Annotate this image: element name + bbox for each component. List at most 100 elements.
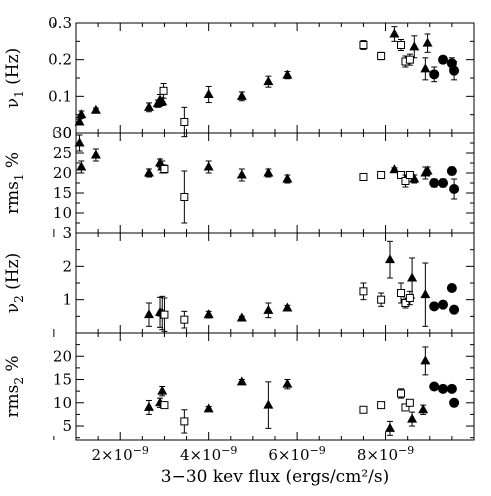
circle-marker: [449, 397, 460, 408]
triangle-marker: [420, 63, 431, 73]
square-marker: [397, 41, 406, 49]
triangle-marker: [422, 165, 433, 175]
triangle-marker: [384, 422, 395, 432]
square-marker: [359, 287, 368, 296]
square-marker: [160, 310, 169, 319]
triangle-marker: [407, 272, 418, 282]
triangle-marker: [143, 309, 154, 319]
circle-marker: [446, 283, 457, 293]
triangle-marker: [389, 28, 400, 38]
circle-marker: [429, 69, 440, 80]
triangle-marker: [263, 304, 274, 314]
y-tick-label: 0.1: [48, 87, 72, 105]
square-marker: [401, 299, 410, 307]
square-marker: [377, 171, 386, 179]
triangle-marker: [90, 104, 101, 114]
circle-marker: [449, 184, 460, 194]
y-tick-label: 20: [53, 164, 72, 182]
square-marker: [160, 401, 169, 410]
y-tick-label: 0: [62, 124, 72, 142]
y-axis-label: rms2 %: [3, 355, 26, 417]
triangle-marker: [263, 76, 274, 86]
circle-marker: [429, 178, 440, 188]
y-tick-label: 3: [62, 224, 72, 242]
square-marker: [405, 171, 414, 179]
square-marker: [397, 289, 406, 297]
circle-marker: [438, 299, 449, 310]
x-tick-label: 8×10−9: [357, 444, 414, 464]
square-marker: [405, 55, 414, 64]
x-tick-label: 2×10−9: [92, 444, 149, 464]
triangle-marker: [236, 312, 247, 322]
y-tick-label: 10: [53, 204, 72, 222]
triangle-marker: [420, 355, 431, 365]
y-tick-label: 2: [62, 257, 72, 275]
square-marker: [180, 193, 189, 201]
triangle-marker: [157, 96, 168, 106]
circle-marker: [438, 383, 449, 394]
triangle-marker: [203, 309, 214, 319]
y-tick-label: 25: [53, 144, 72, 162]
triangle-marker: [143, 401, 154, 411]
circle-marker: [446, 166, 457, 176]
square-marker: [180, 315, 189, 324]
panel-2: 10 15 20 25 30 rms1 %: [3, 124, 475, 234]
triangle-marker: [422, 37, 433, 47]
triangle-marker: [90, 149, 101, 159]
panel-frame: [75, 332, 475, 441]
circle-marker: [449, 304, 460, 315]
x-tick-label: 6×10−9: [268, 444, 325, 464]
square-marker: [159, 86, 168, 95]
circle-marker: [446, 383, 457, 394]
square-marker: [180, 118, 189, 126]
x-tick-label: 4×10−9: [180, 444, 237, 464]
triangle-marker: [263, 399, 274, 409]
triangle-marker: [143, 167, 154, 177]
y-axis-label: ν2 (Hz): [3, 253, 26, 313]
square-marker: [377, 52, 386, 60]
square-marker: [359, 405, 368, 414]
panel-4: 5 10 15 20 rms2 % 2×10−9 4×10−9 6×10−9 8×10−9 3−3…: [3, 332, 475, 487]
triangle-marker: [76, 161, 87, 171]
triangle-marker: [203, 161, 214, 171]
circle-marker: [429, 381, 440, 392]
y-tick-label: 1: [62, 291, 72, 309]
square-marker: [377, 295, 386, 304]
y-tick-label: 15: [53, 184, 72, 202]
triangle-marker: [282, 378, 293, 388]
triangle-marker: [236, 90, 247, 100]
square-marker: [160, 165, 169, 173]
y-axis-label: ν1 (Hz): [3, 48, 26, 108]
circle-marker: [438, 54, 449, 65]
y-tick-label: 15: [53, 371, 72, 389]
square-marker: [405, 294, 414, 302]
panel-frame: [75, 232, 475, 334]
triangle-marker: [236, 376, 247, 386]
triangle-marker: [389, 164, 400, 174]
y-tick-label: 0.2: [48, 51, 72, 69]
circle-marker: [438, 178, 449, 188]
triangle-marker: [203, 89, 214, 98]
y-tick-label: 5: [62, 417, 72, 435]
y-tick-label: 30: [53, 124, 72, 142]
panel-3: 1 2 3 ν2 (Hz): [3, 224, 475, 334]
y-axis-label: rms1 %: [3, 152, 26, 214]
triangle-marker: [282, 69, 293, 79]
y-tick-label: 0.3: [48, 14, 72, 32]
triangle-marker: [409, 41, 420, 51]
triangle-marker: [203, 403, 214, 413]
triangle-marker: [384, 254, 395, 264]
square-marker: [359, 173, 368, 181]
triangle-marker: [420, 289, 431, 299]
triangle-marker: [74, 116, 85, 126]
triangle-marker: [263, 167, 274, 177]
square-marker: [401, 177, 410, 185]
triangle-marker: [143, 101, 154, 111]
square-marker: [401, 403, 410, 412]
square-marker: [405, 398, 414, 407]
panel-1: 0 0.1 0.2 0.3 ν1 (Hz): [3, 14, 475, 142]
triangle-marker: [409, 173, 420, 183]
y-tick-label: 20: [53, 347, 72, 365]
